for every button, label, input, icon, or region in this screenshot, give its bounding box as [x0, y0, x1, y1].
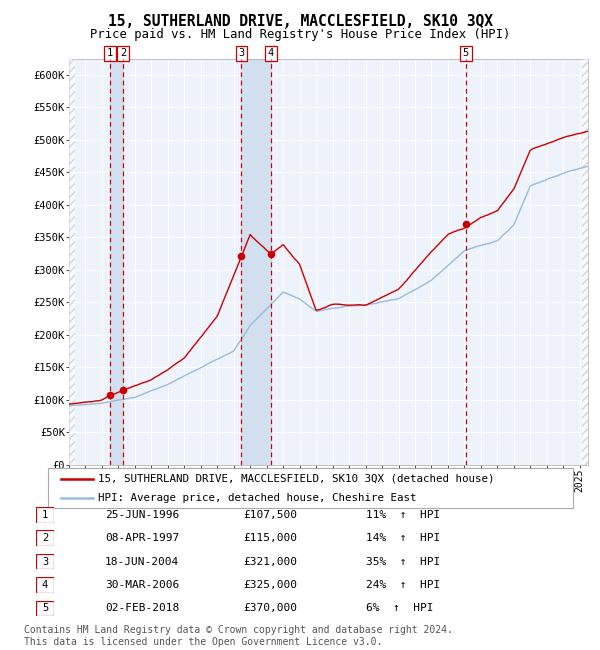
Text: HPI: Average price, detached house, Cheshire East: HPI: Average price, detached house, Ches…	[98, 493, 416, 503]
Text: 2: 2	[120, 49, 126, 58]
Text: 25-JUN-1996: 25-JUN-1996	[105, 510, 179, 520]
Text: £107,500: £107,500	[243, 510, 297, 520]
Text: 11%  ↑  HPI: 11% ↑ HPI	[366, 510, 440, 520]
Text: £325,000: £325,000	[243, 580, 297, 590]
Bar	[582, 58, 588, 465]
FancyBboxPatch shape	[36, 507, 54, 523]
Text: 2: 2	[42, 533, 48, 543]
Text: 5: 5	[42, 603, 48, 614]
Text: 1: 1	[107, 49, 113, 58]
Text: 5: 5	[463, 49, 469, 58]
Bar	[110, 58, 123, 465]
Text: 4: 4	[268, 49, 274, 58]
FancyBboxPatch shape	[48, 468, 573, 508]
Text: 24%  ↑  HPI: 24% ↑ HPI	[366, 580, 440, 590]
Text: 4: 4	[42, 580, 48, 590]
FancyBboxPatch shape	[36, 554, 54, 569]
FancyBboxPatch shape	[36, 601, 54, 616]
Text: 08-APR-1997: 08-APR-1997	[105, 533, 179, 543]
Text: 14%  ↑  HPI: 14% ↑ HPI	[366, 533, 440, 543]
Bar	[69, 58, 75, 465]
Text: £321,000: £321,000	[243, 556, 297, 567]
FancyBboxPatch shape	[36, 530, 54, 546]
Text: 02-FEB-2018: 02-FEB-2018	[105, 603, 179, 614]
Text: 6%  ↑  HPI: 6% ↑ HPI	[366, 603, 433, 614]
Text: 3: 3	[238, 49, 244, 58]
Text: £370,000: £370,000	[243, 603, 297, 614]
Bar	[241, 58, 271, 465]
Text: 35%  ↑  HPI: 35% ↑ HPI	[366, 556, 440, 567]
Text: 15, SUTHERLAND DRIVE, MACCLESFIELD, SK10 3QX: 15, SUTHERLAND DRIVE, MACCLESFIELD, SK10…	[107, 14, 493, 29]
Text: 3: 3	[42, 556, 48, 567]
Text: 15, SUTHERLAND DRIVE, MACCLESFIELD, SK10 3QX (detached house): 15, SUTHERLAND DRIVE, MACCLESFIELD, SK10…	[98, 474, 494, 484]
Text: Price paid vs. HM Land Registry's House Price Index (HPI): Price paid vs. HM Land Registry's House …	[90, 28, 510, 41]
Text: £115,000: £115,000	[243, 533, 297, 543]
Text: 1: 1	[42, 510, 48, 520]
Text: Contains HM Land Registry data © Crown copyright and database right 2024.
This d: Contains HM Land Registry data © Crown c…	[24, 625, 453, 647]
FancyBboxPatch shape	[36, 577, 54, 593]
Text: 30-MAR-2006: 30-MAR-2006	[105, 580, 179, 590]
Text: 18-JUN-2004: 18-JUN-2004	[105, 556, 179, 567]
